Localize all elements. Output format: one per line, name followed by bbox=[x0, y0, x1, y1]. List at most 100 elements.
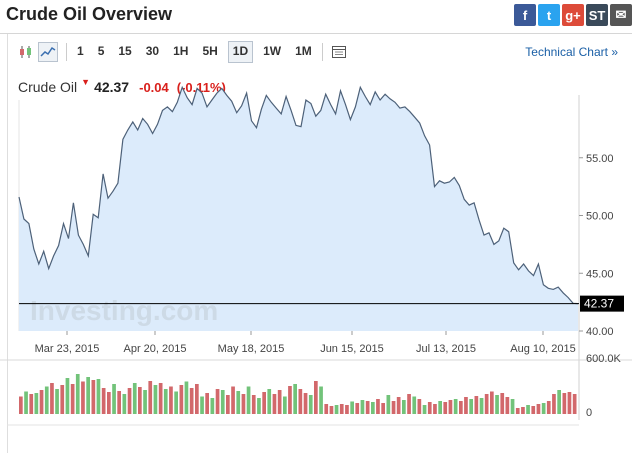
volume-bar bbox=[169, 386, 173, 414]
y-tick-label: 50.00 bbox=[586, 211, 614, 223]
volume-bar bbox=[29, 394, 34, 414]
timeframe-1m[interactable]: 1M bbox=[295, 44, 312, 58]
volume-bar bbox=[251, 395, 256, 414]
volume-bar bbox=[345, 405, 349, 414]
y-tick-label: 40.00 bbox=[586, 326, 614, 338]
x-tick-label: Aug 10, 2015 bbox=[510, 343, 575, 355]
volume-bar bbox=[205, 393, 209, 414]
volume-bar bbox=[184, 381, 189, 414]
area-chart-icon[interactable] bbox=[38, 42, 58, 62]
volume-bar bbox=[469, 399, 473, 414]
volume-bar bbox=[402, 400, 406, 414]
volume-bar bbox=[19, 396, 23, 414]
chart-settings-icon[interactable] bbox=[329, 42, 349, 62]
chart-toolbar: 1 5 15 30 1H 5H 1D 1W 1M Technical Chart » bbox=[16, 39, 632, 65]
volume-bar bbox=[179, 385, 184, 414]
volume-bar bbox=[65, 378, 70, 414]
volume-bar bbox=[200, 396, 204, 414]
timeframe-5h[interactable]: 5H bbox=[202, 44, 218, 58]
volume-bar bbox=[246, 386, 251, 414]
volume-bar bbox=[236, 391, 241, 414]
volume-bar bbox=[324, 404, 329, 414]
volume-bar bbox=[117, 391, 121, 414]
price-line bbox=[18, 85, 579, 305]
volume-bar bbox=[417, 399, 422, 414]
x-tick-label: Jul 13, 2015 bbox=[416, 343, 476, 355]
volume-bar bbox=[562, 393, 567, 414]
volume-bar bbox=[189, 388, 194, 414]
price-change: -0.04 bbox=[139, 79, 169, 95]
watermark: Investing.com bbox=[30, 295, 218, 326]
volume-bar bbox=[163, 389, 168, 414]
volume-bar bbox=[277, 390, 282, 414]
volume-bar bbox=[153, 385, 158, 414]
volume-bar bbox=[505, 397, 510, 414]
volume-bar bbox=[283, 396, 287, 414]
candlestick-chart-icon[interactable] bbox=[16, 42, 36, 62]
volume-bar bbox=[226, 395, 230, 414]
volume-bar bbox=[195, 384, 199, 414]
price-area-fill bbox=[19, 87, 578, 331]
timeframe-1w[interactable]: 1W bbox=[263, 44, 282, 58]
twitter-share-icon[interactable]: t bbox=[538, 4, 560, 26]
volume-bar bbox=[39, 390, 44, 414]
page-title: Crude Oil Overview bbox=[6, 4, 173, 24]
x-tick-label: Mar 23, 2015 bbox=[35, 343, 100, 355]
technical-chart-link[interactable]: Technical Chart » bbox=[525, 45, 618, 59]
volume-bar bbox=[138, 387, 142, 414]
volume-bar bbox=[50, 383, 54, 414]
volume-bar bbox=[521, 407, 525, 414]
volume-bar bbox=[81, 381, 85, 414]
volume-bar bbox=[127, 388, 132, 414]
volume-bar bbox=[107, 392, 111, 414]
volume-bar bbox=[365, 401, 370, 414]
facebook-share-icon[interactable]: f bbox=[514, 4, 536, 26]
header: Crude Oil Overview f t g+ ST ✉ bbox=[0, 0, 632, 32]
volume-tick-label: 600.0K bbox=[586, 353, 622, 365]
timeframe-1d[interactable]: 1D bbox=[227, 41, 254, 63]
volume-bar bbox=[453, 399, 458, 414]
volume-bar bbox=[267, 389, 272, 414]
volume-bar bbox=[371, 402, 375, 414]
last-price-tag-label: 42.37 bbox=[584, 297, 614, 311]
email-share-icon[interactable]: ✉ bbox=[610, 4, 632, 26]
google-plus-share-icon[interactable]: g+ bbox=[562, 4, 584, 26]
volume-bar bbox=[298, 389, 303, 414]
volume-bar bbox=[288, 386, 292, 414]
volume-bar bbox=[70, 384, 75, 414]
last-price: 42.37 bbox=[94, 79, 130, 95]
volume-bar bbox=[34, 393, 39, 414]
x-tick-label: Apr 20, 2015 bbox=[124, 343, 187, 355]
volume-bar bbox=[396, 397, 401, 414]
volume-bar bbox=[241, 394, 246, 414]
volume-bar bbox=[572, 394, 577, 414]
volume-bar bbox=[443, 402, 448, 414]
timeframe-1h[interactable]: 1H bbox=[173, 44, 189, 58]
volume-bar bbox=[427, 402, 432, 414]
volume-bar bbox=[24, 391, 28, 414]
volume-bar bbox=[479, 398, 484, 414]
timeframe-30[interactable]: 30 bbox=[145, 44, 160, 58]
volume-bar bbox=[391, 401, 396, 414]
volume-bar bbox=[422, 405, 427, 414]
timeframe-5[interactable]: 5 bbox=[97, 44, 105, 58]
volume-bar bbox=[334, 405, 339, 414]
header-divider bbox=[0, 33, 632, 34]
volume-bar bbox=[381, 403, 385, 414]
volume-bar bbox=[329, 406, 334, 414]
stocktwits-share-icon[interactable]: ST bbox=[586, 4, 608, 26]
volume-bar bbox=[557, 390, 561, 414]
timeframe-15[interactable]: 15 bbox=[118, 44, 132, 58]
volume-bar bbox=[148, 381, 153, 414]
volume-bar bbox=[567, 392, 572, 414]
timeframe-1[interactable]: 1 bbox=[77, 44, 84, 58]
volume-bar bbox=[86, 377, 90, 414]
volume-bar bbox=[55, 389, 59, 414]
volume-bar bbox=[459, 401, 463, 414]
volume-bar bbox=[360, 400, 365, 414]
volume-bar bbox=[412, 396, 417, 414]
timeframe-group: 1 5 15 30 1H 5H 1D 1W 1M bbox=[73, 41, 316, 63]
left-border bbox=[7, 34, 8, 453]
volume-bar bbox=[526, 405, 530, 414]
